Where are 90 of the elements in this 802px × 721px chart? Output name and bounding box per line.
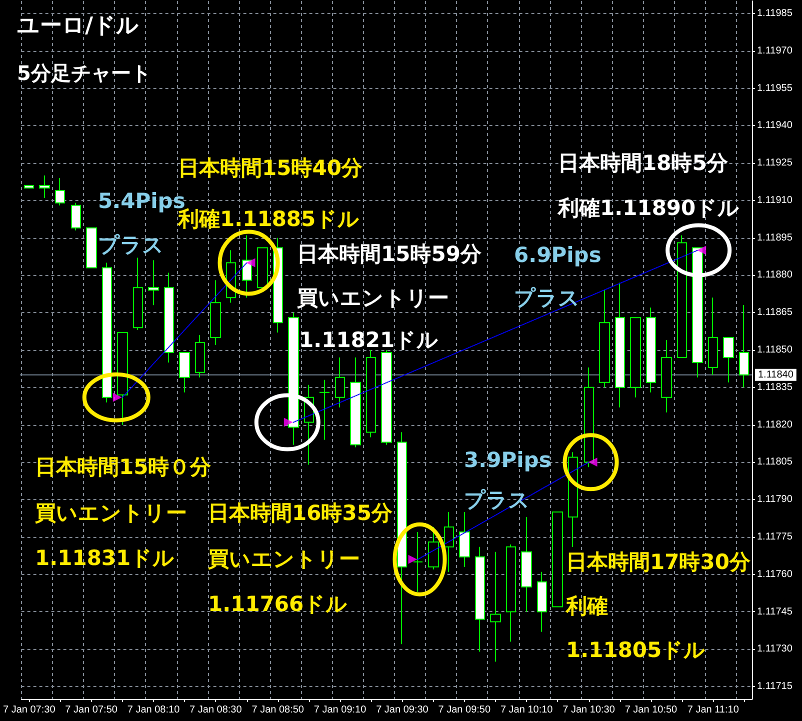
candlestick — [366, 350, 376, 438]
annotation: 利確 — [565, 594, 608, 618]
candlestick — [319, 379, 330, 440]
candlestick — [397, 432, 407, 645]
annotation: 1.11821ドル — [299, 328, 439, 352]
candlestick — [723, 337, 734, 383]
y-tick-label: 1.11790 — [757, 494, 793, 506]
candlestick — [86, 227, 97, 268]
candlestick — [537, 571, 547, 632]
candlestick — [39, 175, 50, 198]
y-tick-label: 1.11835 — [757, 382, 793, 393]
text: 5分足チャート — [17, 61, 151, 85]
candlestick — [133, 257, 143, 331]
candlestick — [148, 260, 159, 306]
annotation: 1.11831ドル — [35, 546, 175, 570]
y-tick-label: 1.11865 — [757, 307, 793, 318]
candlestick — [350, 356, 361, 448]
y-tick-label: 1.11970 — [757, 45, 793, 56]
candlestick — [661, 340, 672, 413]
x-tick-label: 7 Jan 07:50 — [65, 704, 118, 716]
x-tick-label: 7 Jan 10:10 — [500, 704, 554, 716]
annotation: 買いエントリー — [207, 547, 360, 571]
y-tick-label: 1.11745 — [757, 606, 793, 618]
text: ユーロ/ドル — [17, 14, 140, 38]
y-tick-label: 1.11850 — [757, 344, 793, 356]
candlestick — [475, 546, 485, 652]
x-tick-label: 7 Jan 08:10 — [127, 704, 180, 716]
x-tick-label: 7 Jan 07:30 — [2, 704, 56, 716]
y-tick-label: 1.11715 — [757, 681, 793, 692]
annotation: 買いエントリー — [296, 286, 449, 310]
candlestick — [71, 202, 81, 231]
annotation: プラス — [98, 233, 164, 257]
candlestick — [102, 262, 112, 403]
candlestick — [55, 177, 65, 206]
annotation: 日本時間17時30分 — [566, 550, 752, 574]
candlestick — [164, 272, 174, 363]
annotation: プラス — [514, 286, 580, 310]
y-tick-label: 1.11805 — [757, 456, 793, 468]
candlestick — [646, 307, 656, 393]
y-tick-label: 1.11985 — [757, 8, 793, 19]
annotation: 買いエントリー — [34, 501, 187, 525]
ref-line-label: 1.11840 — [758, 369, 794, 380]
x-tick-label: 7 Jan 09:10 — [314, 704, 367, 716]
x-tick-label: 7 Jan 08:30 — [190, 704, 242, 716]
annotation: 日本時間15時０分 — [35, 455, 212, 479]
annotation: 3.9Pips — [464, 448, 552, 472]
candlestick — [708, 297, 718, 376]
y-tick-label: 1.11730 — [757, 644, 793, 655]
annotation: 日本時間15時40分 — [178, 156, 364, 180]
candlestick — [599, 290, 610, 388]
candlestick — [459, 512, 470, 568]
annotation: 1.11805ドル — [566, 638, 706, 662]
y-tick-label: 1.11895 — [757, 232, 793, 244]
annotation: 日本時間15時59分 — [297, 242, 482, 266]
candlestick — [179, 352, 190, 393]
candlestick — [506, 544, 516, 642]
candlestick — [257, 247, 268, 288]
annotation: 6.9Pips — [514, 243, 602, 267]
candlestick — [195, 334, 205, 378]
candlestick — [490, 551, 501, 662]
candlestick — [552, 512, 563, 608]
candlestick — [630, 317, 641, 398]
annotation: 1.11766ドル — [208, 592, 348, 616]
y-tick-label: 1.11910 — [757, 194, 793, 206]
y-tick-label: 1.11760 — [757, 568, 793, 580]
candlestick — [615, 282, 625, 408]
candlestick — [739, 304, 749, 388]
y-tick-label: 1.11775 — [757, 531, 793, 542]
candlestick — [521, 516, 532, 612]
y-tick-label: 1.11880 — [757, 270, 793, 281]
candlestick — [335, 356, 345, 408]
annotation: 日本時間16時35分 — [208, 501, 394, 525]
y-tick-label: 1.11940 — [757, 120, 793, 132]
y-tick-label: 1.11820 — [757, 419, 793, 430]
candlestick — [677, 234, 687, 358]
y-tick-label: 1.11925 — [757, 158, 793, 169]
y-tick-label: 1.11955 — [757, 82, 793, 94]
x-tick-label: 7 Jan 10:50 — [624, 704, 678, 716]
candlestick — [444, 512, 454, 572]
annotation: 日本時間18時5分 — [558, 151, 729, 175]
x-tick-label: 7 Jan 09:50 — [438, 704, 491, 716]
candlestick — [428, 526, 439, 570]
x-tick-label: 7 Jan 09:30 — [376, 704, 429, 716]
x-tick-label: 7 Jan 08:50 — [252, 704, 304, 716]
x-tick-label: 7 Jan 10:30 — [562, 704, 616, 716]
candlestick — [210, 280, 221, 346]
candlestick — [381, 350, 392, 446]
candlestick — [24, 184, 34, 188]
annotation: 利確1.11890ドル — [557, 196, 740, 220]
x-tick-label: 7 Jan 11:10 — [687, 704, 740, 716]
